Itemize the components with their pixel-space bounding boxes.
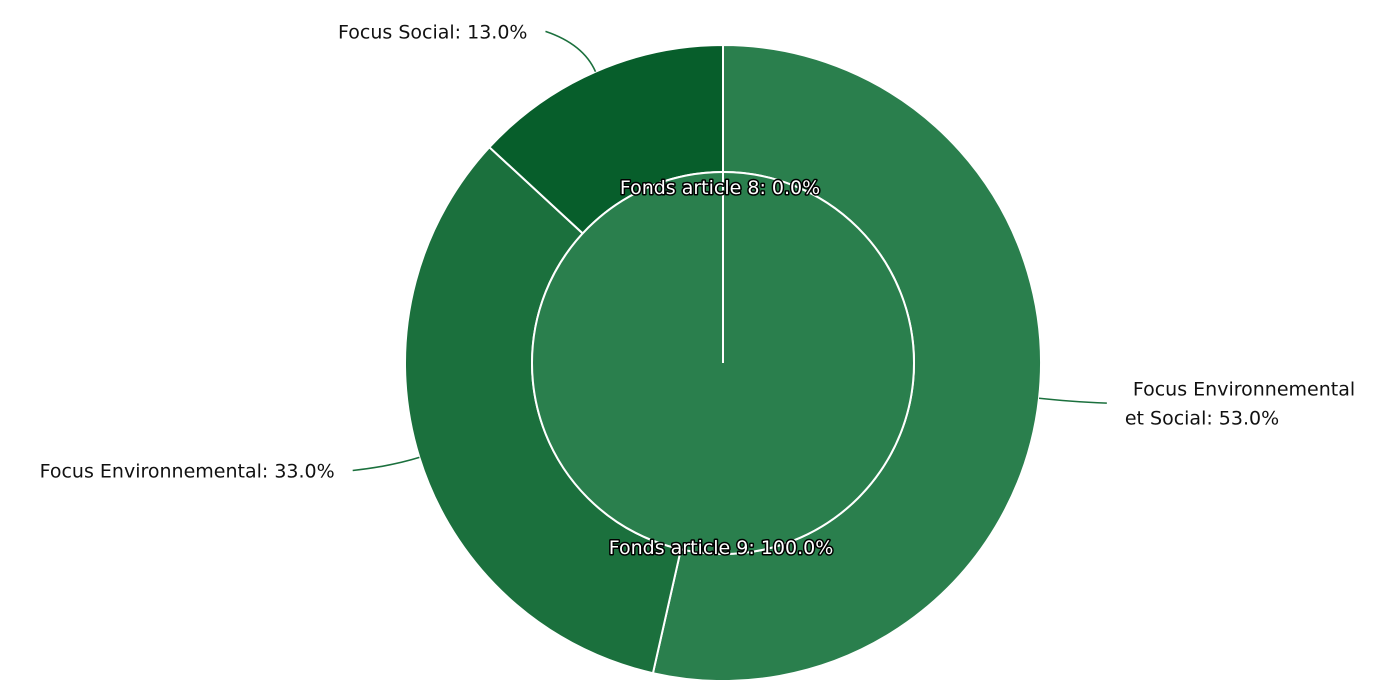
leader-line-focus-environnemental-et-social [1038,397,1107,404]
inner-labels: Fonds article 8: 0.0% Fonds article 9: 10… [607,176,835,561]
leader-line-focus-environnemental [352,456,420,472]
leader-lines [352,30,1107,472]
outer-labels: Focus Environnemental et Social: 53.0% Foc… [40,21,1356,482]
inner-pie [531,171,915,555]
inner-label-fonds-article-8: Fonds article 8: 0.0% [620,177,820,199]
leader-line-focus-social [545,30,597,72]
inner-label-fonds-article-9: Fonds article 9: 100.0% [609,537,834,559]
outer-label-focus-environnemental-et-social: Focus Environnemental et Social: 53.0% [1125,379,1355,430]
outer-label-focus-social: Focus Social: 13.0% [338,21,527,43]
outer-label-focus-environnemental: Focus Environnemental: 33.0% [40,460,335,482]
